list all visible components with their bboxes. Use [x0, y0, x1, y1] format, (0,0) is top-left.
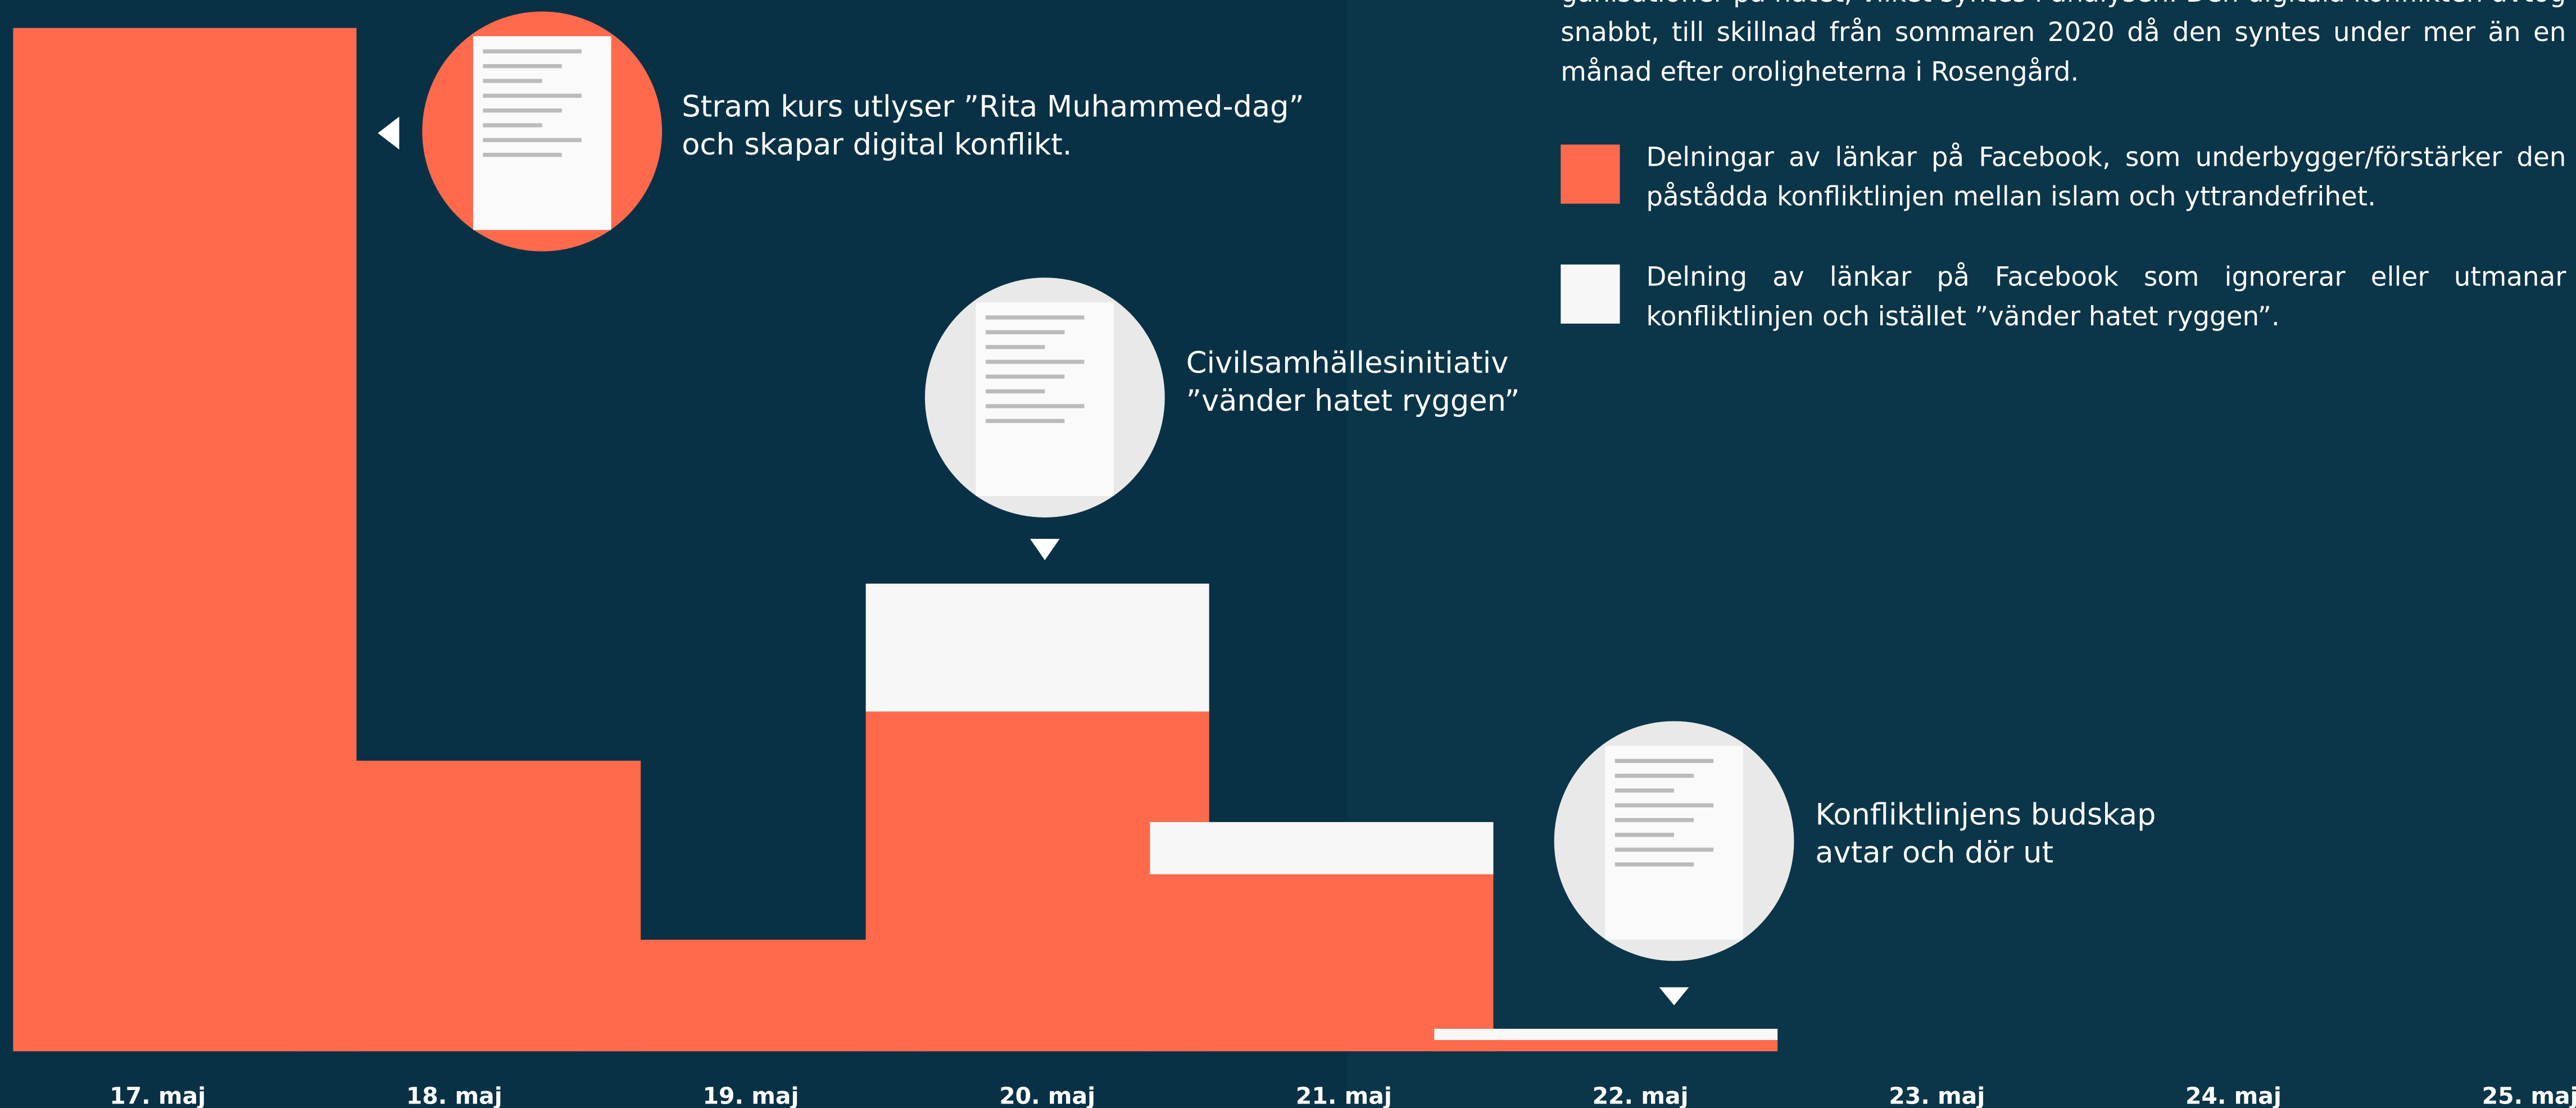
x-tick-label: 24. maj — [2185, 1083, 2282, 1108]
screenshot-line — [986, 315, 1084, 319]
bar-segment — [1434, 1040, 1777, 1051]
screenshot-line — [483, 123, 542, 127]
x-tick-label: 17. maj — [110, 1083, 206, 1108]
screenshot-line — [1615, 788, 1674, 792]
screenshot-line — [483, 153, 562, 157]
screenshot-line — [483, 79, 542, 83]
screenshot-line — [986, 330, 1064, 334]
page: ganisationer på hatet, vilket syntes i a… — [0, 0, 2576, 1108]
legend-swatch — [1561, 265, 1620, 324]
legend-label: Delningar av länkar på Facebook, som und… — [1646, 138, 2566, 217]
annotation: Konfliktlinjens budskap — [1815, 798, 2156, 832]
x-tick-label: 20. maj — [999, 1083, 1095, 1108]
intro-box: ganisationer på hatet, vilket syntes i a… — [1561, 0, 2566, 105]
screenshot-line — [1615, 803, 1713, 807]
screenshot-line — [1615, 759, 1713, 763]
x-tick-label: 23. maj — [1889, 1083, 1985, 1108]
screenshot-line — [1615, 848, 1713, 852]
x-tick-label: 21. maj — [1296, 1083, 1392, 1108]
bar-segment — [1150, 822, 1493, 874]
screenshot-line — [986, 389, 1045, 393]
bar-segment — [1434, 1029, 1777, 1040]
screenshot-line — [1615, 774, 1694, 778]
screenshot-line — [483, 49, 582, 53]
intro: ganisationer på hatet, vilket syntes i a… — [1561, 0, 2566, 92]
screenshot-line — [986, 345, 1045, 349]
bar-segment — [866, 584, 1209, 712]
screenshot-line — [483, 64, 562, 68]
screenshot-line — [986, 375, 1064, 379]
screenshot-line — [483, 138, 582, 142]
screenshot-line — [986, 404, 1084, 408]
bar-segment — [1150, 874, 1493, 1051]
screenshot-line — [986, 360, 1084, 364]
screenshot-line — [1615, 833, 1674, 837]
annotation: avtar och dör ut — [1815, 835, 2053, 870]
x-tick-label: 18. maj — [406, 1083, 502, 1108]
annotation: och skapar digital konflikt. — [682, 128, 1072, 162]
annotation: Stram kurs utlyser ”Rita Muhammed-dag” — [682, 90, 1304, 124]
screenshot-line — [1615, 862, 1694, 866]
screenshot-line — [483, 94, 582, 98]
screenshot-line — [986, 419, 1064, 423]
screenshot-line — [1615, 818, 1694, 822]
legend-swatch — [1561, 144, 1620, 203]
annotation: Civilsamhällesinitiativ — [1186, 346, 1509, 380]
x-tick-label: 25. maj — [2482, 1083, 2576, 1108]
annotation: ”vänder hatet ryggen” — [1186, 384, 1520, 418]
x-tick-label: 19. maj — [703, 1083, 799, 1108]
screenshot-line — [483, 108, 562, 112]
chart: ganisationer på hatet, vilket syntes i a… — [0, 0, 2576, 1108]
legend-label: Delning av länkar på Facebook som ignore… — [1646, 258, 2566, 337]
x-tick-label: 22. maj — [1593, 1083, 1689, 1108]
legend-box: Delningar av länkar på Facebook, som und… — [1646, 138, 2566, 224]
legend-box: Delning av länkar på Facebook som ignore… — [1646, 258, 2566, 343]
